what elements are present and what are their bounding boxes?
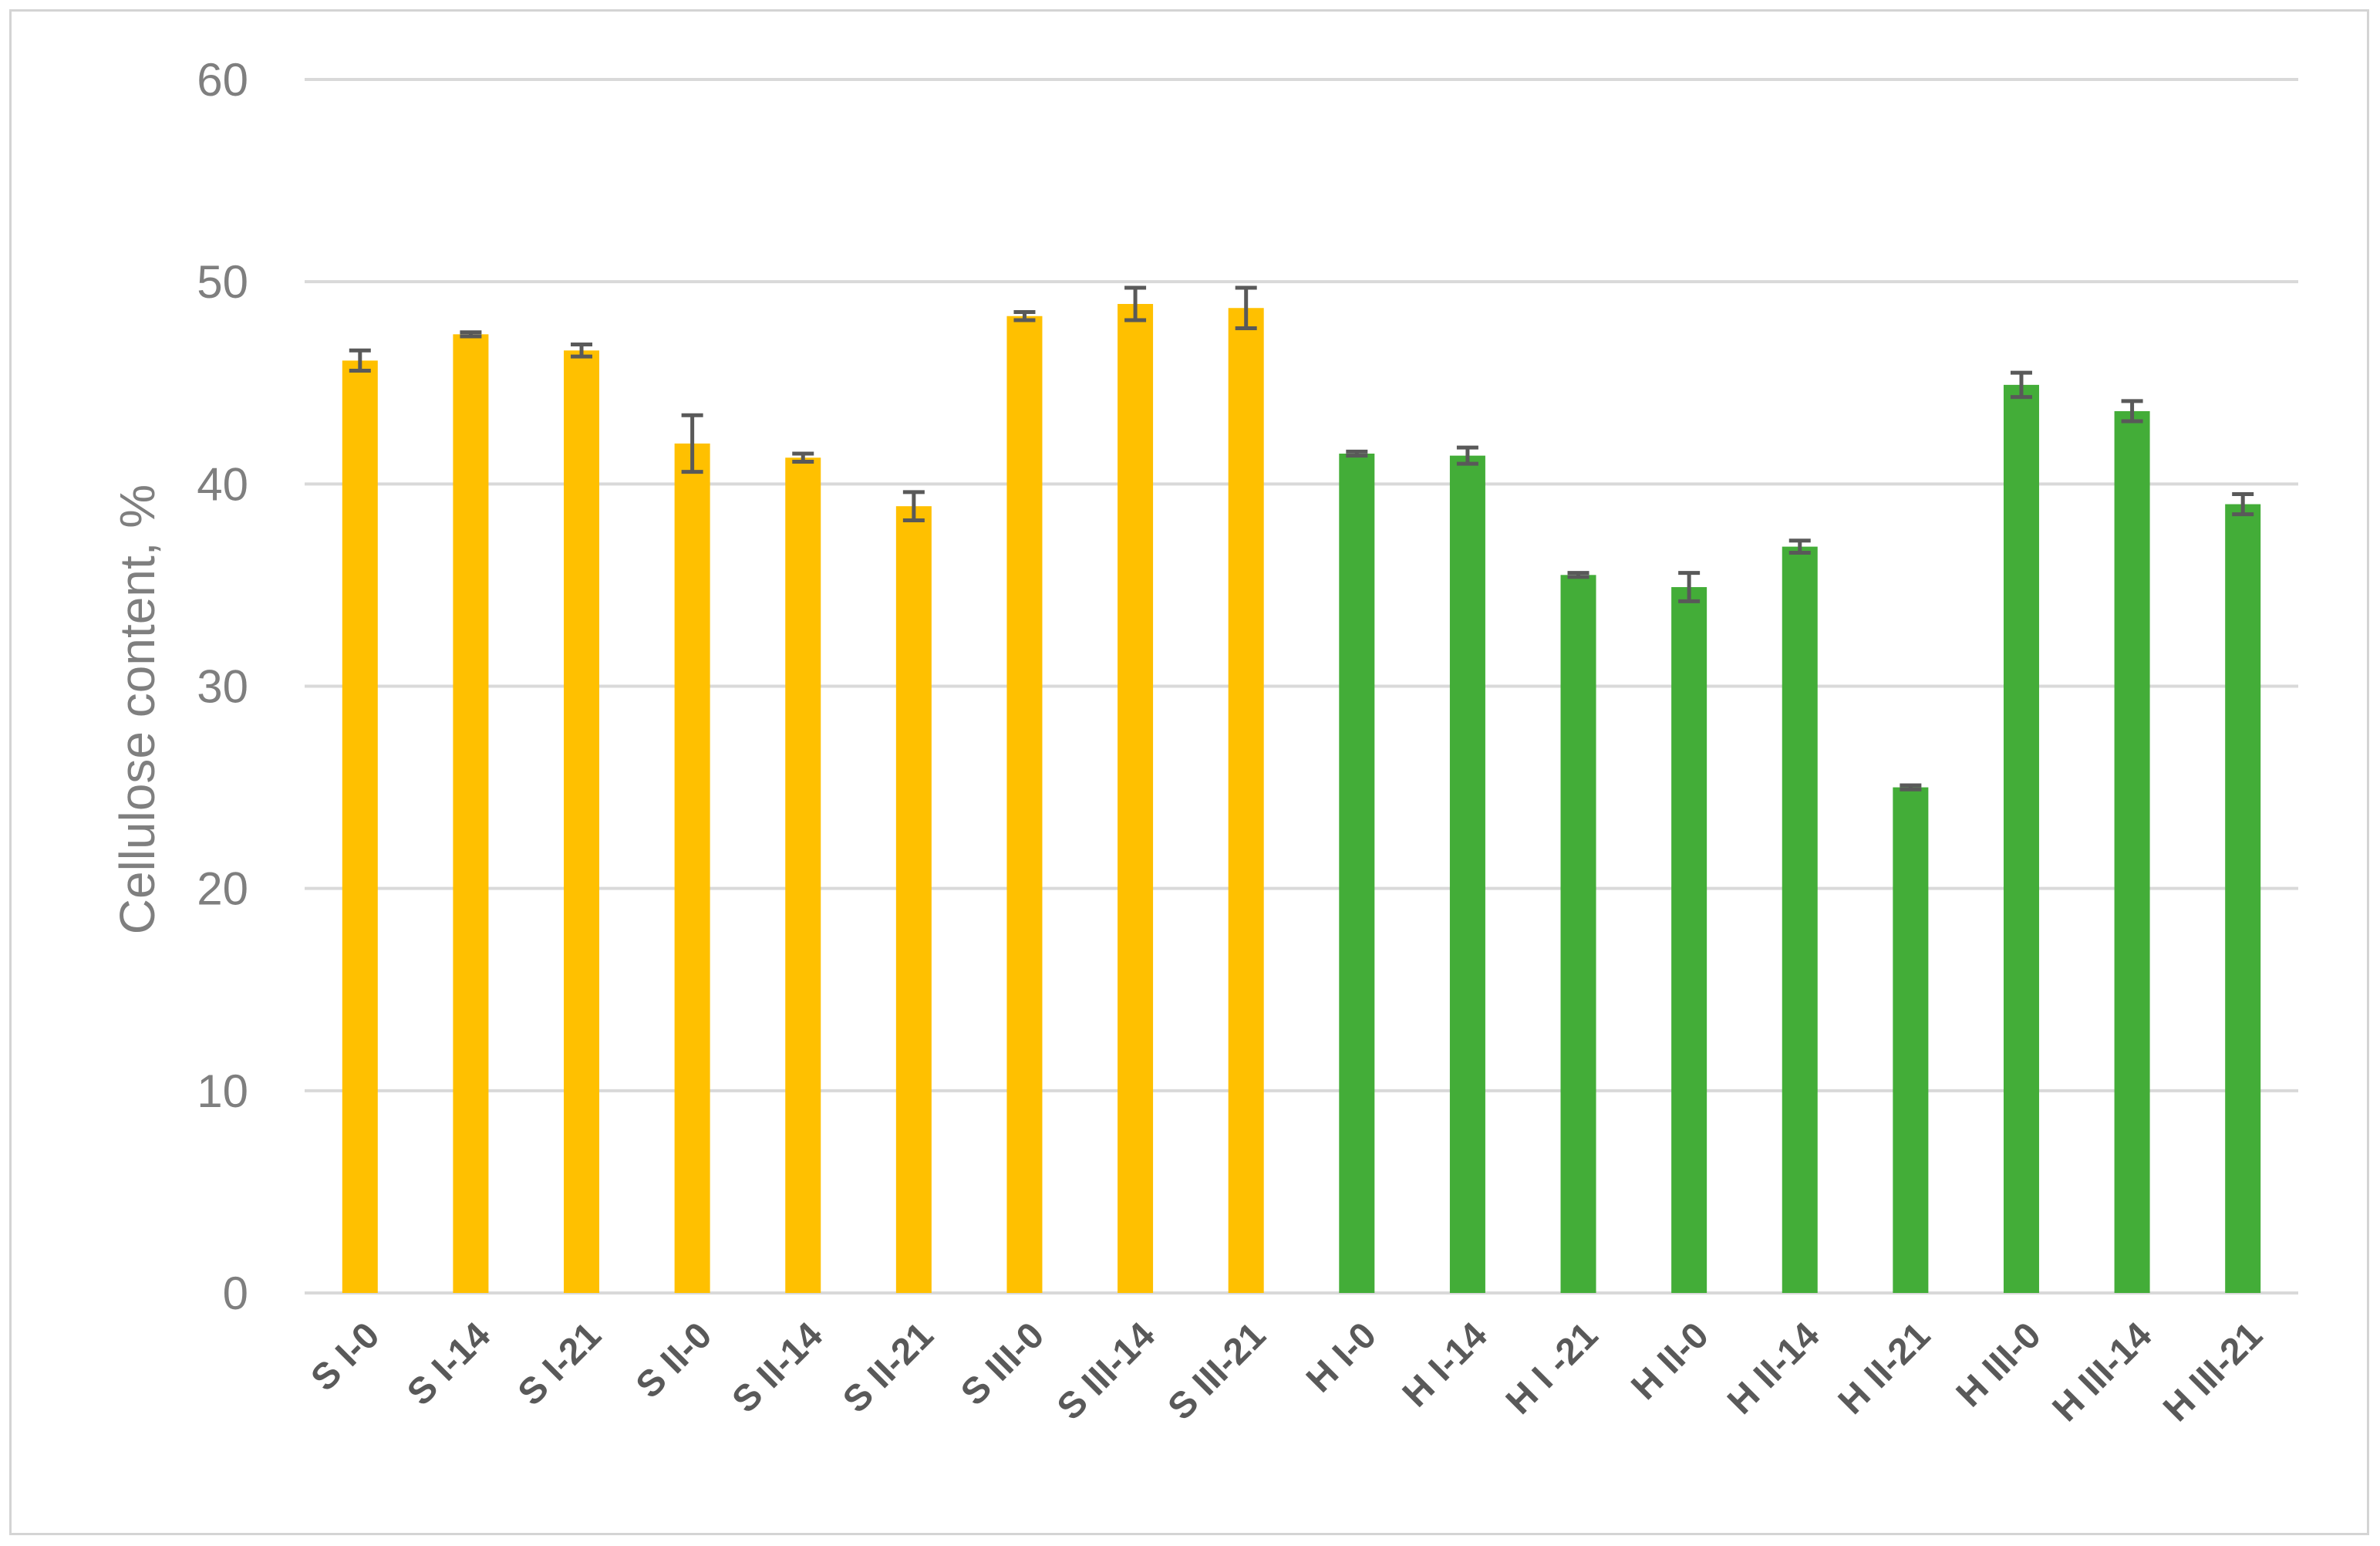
bar: [1339, 454, 1375, 1294]
y-tick-label: 50: [197, 256, 248, 308]
bar: [1893, 787, 1929, 1293]
error-bar: [2232, 491, 2254, 517]
bar: [1671, 587, 1707, 1293]
error-bar: [681, 413, 703, 474]
bar: [1118, 304, 1154, 1293]
x-category-label: H I-14: [1395, 1315, 1495, 1415]
error-bars: [349, 285, 2254, 792]
x-category-label: S II-0: [629, 1315, 720, 1406]
error-bar: [1678, 571, 1701, 603]
bar: [895, 506, 932, 1293]
gridlines: [305, 78, 2298, 1295]
x-category-label: S I-0: [303, 1315, 387, 1399]
y-axis-tick-labels: 0 10 20 30 40 50 60: [197, 54, 248, 1319]
bar: [564, 350, 600, 1293]
bar: [1449, 455, 1485, 1293]
error-bar: [460, 330, 482, 339]
error-bar: [571, 342, 593, 359]
bar: [1006, 316, 1043, 1293]
x-category-label: S III-14: [1050, 1315, 1163, 1428]
y-tick-label: 0: [223, 1268, 248, 1319]
bar: [2114, 410, 2150, 1293]
error-bar: [902, 490, 925, 523]
bar: [1560, 575, 1596, 1293]
error-bar: [2121, 399, 2143, 424]
bar: [2225, 504, 2261, 1293]
error-bar: [349, 348, 371, 373]
x-category-label: H III-21: [2156, 1315, 2270, 1430]
error-bar: [2010, 370, 2032, 400]
x-category-label: H II-21: [1831, 1315, 1938, 1422]
x-category-label: H II-0: [1623, 1315, 1716, 1407]
x-category-label: S III-0: [953, 1315, 1052, 1413]
x-category-label: H III-14: [2045, 1315, 2160, 1430]
x-category-label: H II-14: [1720, 1315, 1828, 1423]
y-tick-label: 60: [197, 54, 248, 106]
error-bar: [1456, 445, 1478, 466]
y-tick-label: 10: [197, 1065, 248, 1117]
bar: [1228, 308, 1264, 1294]
error-bar: [1013, 309, 1036, 322]
x-axis-category-labels: S I-0 S I-14 S I-21 S II-0 S II-14 S II-21 S I…: [303, 1315, 2270, 1430]
y-tick-label: 40: [197, 458, 248, 510]
x-category-label: S III-21: [1161, 1315, 1274, 1428]
x-category-label: H I -21: [1498, 1315, 1606, 1422]
x-category-label: S II-21: [835, 1315, 941, 1420]
y-tick-label: 20: [197, 863, 248, 915]
bar: [1782, 546, 1818, 1293]
error-bar: [792, 451, 814, 464]
x-category-label: S I-14: [399, 1315, 498, 1413]
bar: [453, 334, 489, 1294]
x-category-label: S I-21: [511, 1315, 609, 1413]
y-tick-label: 30: [197, 661, 248, 713]
error-bar: [1900, 783, 1922, 792]
bar: [342, 360, 378, 1294]
error-bar: [1346, 449, 1368, 458]
error-bar: [1788, 538, 1811, 555]
chart-frame: [9, 9, 2369, 1535]
x-category-label: H III-0: [1949, 1315, 2049, 1415]
error-bar: [1124, 285, 1147, 322]
y-axis-title: Cellulose content, %: [110, 484, 165, 934]
error-bar: [1235, 285, 1257, 330]
x-category-label: H I-0: [1299, 1315, 1384, 1400]
bar: [2003, 384, 2039, 1293]
bar: [785, 457, 821, 1293]
error-bar: [1567, 571, 1589, 579]
bar: [674, 443, 710, 1293]
bars: [342, 304, 2261, 1294]
x-category-label: S II-14: [725, 1315, 831, 1421]
